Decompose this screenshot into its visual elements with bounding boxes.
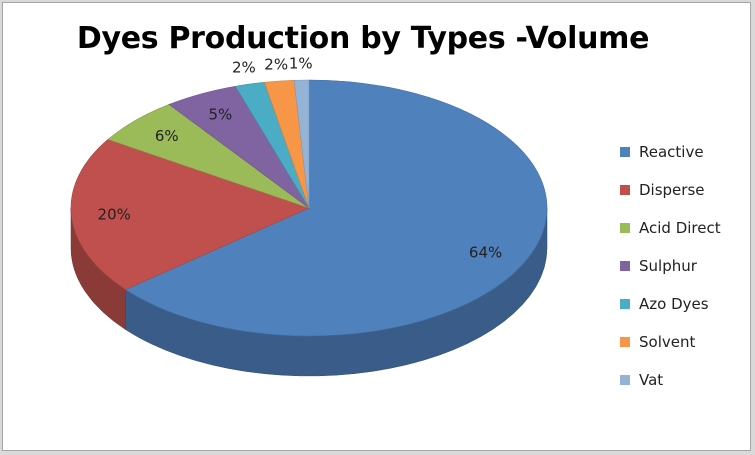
data-label-vat: 1%: [289, 54, 313, 72]
pie-slice-vat: [293, 79, 310, 209]
data-label-sulphur: 5%: [209, 105, 233, 123]
data-label-disperse: 20%: [98, 206, 131, 224]
legend-swatch: [620, 299, 630, 309]
pie-slice-reactive: [124, 79, 548, 337]
legend-swatch: [620, 337, 630, 347]
legend-item-azo-dyes: Azo Dyes: [620, 285, 745, 323]
data-label-azo-dyes: 2%: [232, 59, 256, 77]
legend-swatch: [620, 261, 630, 271]
legend-item-reactive: Reactive: [620, 133, 745, 171]
legend: Reactive Disperse Acid Direct Sulphur Azo Dy…: [620, 133, 745, 399]
legend-item-solvent: Solvent: [620, 323, 745, 361]
data-label-acid-direct: 6%: [155, 127, 179, 145]
legend-item-vat: Vat: [620, 361, 745, 399]
legend-swatch: [620, 147, 630, 157]
data-label-solvent: 2%: [264, 55, 288, 73]
legend-swatch: [620, 375, 630, 385]
legend-item-disperse: Disperse: [620, 171, 745, 209]
legend-label: Solvent: [639, 333, 696, 351]
legend-swatch: [620, 185, 630, 195]
legend-label: Acid Direct: [639, 219, 721, 237]
legend-swatch: [620, 223, 630, 233]
legend-label: Sulphur: [639, 257, 697, 275]
data-label-reactive: 64%: [469, 244, 502, 262]
legend-label: Vat: [639, 371, 664, 389]
legend-label: Reactive: [639, 143, 704, 161]
pie-slice-disperse: [70, 139, 310, 290]
legend-label: Disperse: [639, 181, 705, 199]
legend-item-sulphur: Sulphur: [620, 247, 745, 285]
chart-title: Dyes Production by Types -Volume: [76, 21, 650, 56]
legend-label: Azo Dyes: [639, 295, 709, 313]
legend-item-acid-direct: Acid Direct: [620, 209, 745, 247]
